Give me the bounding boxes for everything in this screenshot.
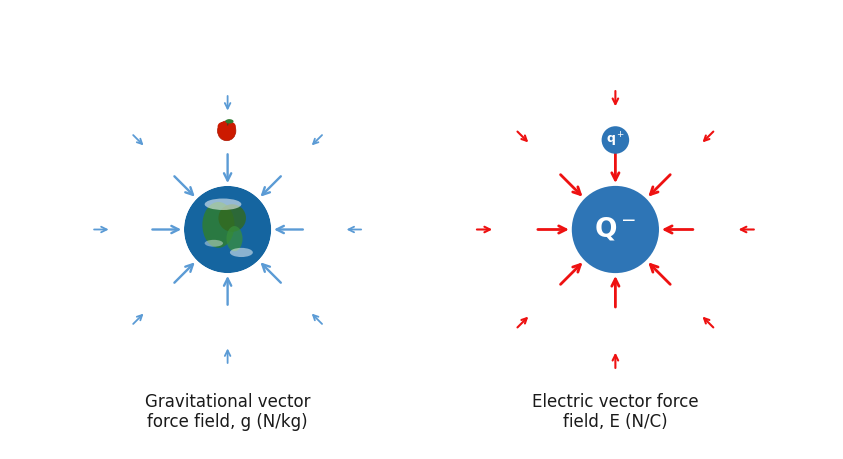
Ellipse shape [572,186,659,273]
Ellipse shape [602,126,629,154]
Text: field, E (N/C): field, E (N/C) [563,413,668,431]
Ellipse shape [226,122,236,131]
Text: force field, g (N/kg): force field, g (N/kg) [148,413,308,431]
Ellipse shape [184,186,271,273]
Ellipse shape [217,121,236,140]
Ellipse shape [217,122,228,131]
Ellipse shape [230,248,253,257]
Ellipse shape [205,240,223,247]
Ellipse shape [202,202,234,248]
Ellipse shape [205,198,241,210]
Ellipse shape [225,119,234,123]
Ellipse shape [227,226,243,252]
Ellipse shape [218,204,246,232]
Text: Electric vector force: Electric vector force [532,392,699,411]
Text: Q$^-$: Q$^-$ [594,216,636,243]
Text: Gravitational vector: Gravitational vector [145,392,310,411]
Text: q$^+$: q$^+$ [606,131,625,149]
